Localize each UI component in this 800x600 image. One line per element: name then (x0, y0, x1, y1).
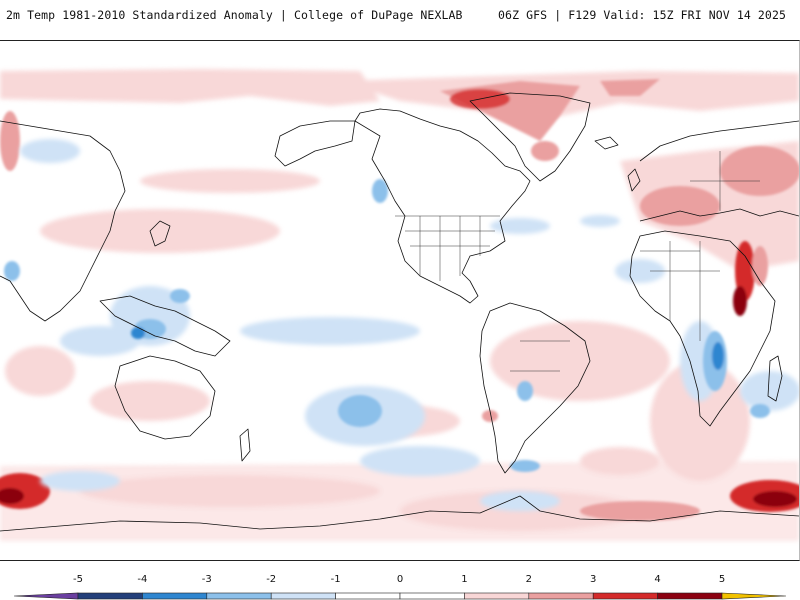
coastline-north-america (354, 108, 531, 304)
coastline-eurasia (639, 120, 799, 222)
colorbar-tick-label: 4 (654, 574, 661, 585)
colorbar-tick-label: 2 (525, 574, 532, 585)
colorbar-bin (592, 592, 658, 600)
colorbar-tick-label: -4 (137, 574, 148, 585)
negative-anomaly-strong (4, 179, 770, 472)
coastline-asia-west (0, 120, 126, 322)
colorbar-tick-label: 5 (718, 574, 726, 585)
colorbar-tick-label: -2 (266, 574, 277, 585)
coastline-south-america (479, 302, 591, 474)
coastline-uk (627, 168, 641, 192)
colorbar-bin (142, 592, 208, 600)
header: 2m Temp 1981-2010 Standardized Anomaly |… (0, 0, 800, 40)
anomaly-map (0, 40, 800, 561)
coastlines (0, 92, 799, 532)
coastline-alaska (274, 120, 356, 167)
colorbar-bin (464, 592, 530, 600)
coastline-se-asia (99, 295, 231, 357)
coastline-iceland (594, 136, 619, 150)
positive-anomaly-strong (0, 79, 799, 521)
colorbar-bin (528, 592, 594, 600)
colorbar-bin (270, 592, 336, 600)
colorbar-tick-label: 3 (590, 574, 597, 585)
negative-anomaly-light (20, 139, 799, 511)
colorbar-bin (77, 592, 143, 600)
coastline-antarctica (0, 495, 799, 532)
colorbar-tick-label: -3 (201, 574, 212, 585)
colorbar-tick-label: 1 (461, 574, 468, 585)
colorbar-extend-high (721, 592, 787, 600)
coastline-japan (149, 220, 171, 247)
map-svg (0, 41, 799, 560)
colorbar-bin (206, 592, 272, 600)
coastline-madagascar (767, 355, 783, 402)
coastline-africa (629, 230, 776, 427)
coastline-greenland (469, 92, 591, 182)
colorbar-extend-low (13, 592, 79, 600)
coastline-new-zealand (239, 428, 251, 462)
coastline-australia (114, 355, 216, 440)
colorbar-tick-label: -1 (330, 574, 341, 585)
political-borders (395, 151, 760, 372)
colorbar-bin (399, 592, 465, 600)
map-title: 2m Temp 1981-2010 Standardized Anomaly |… (6, 8, 463, 22)
colorbar: -5 -4 -3 -2 -1 0 1 2 3 4 5 (0, 570, 800, 600)
colorbar-tick-label: -5 (73, 574, 83, 585)
colorbar-svg (13, 592, 787, 600)
colorbar-bin (657, 592, 723, 600)
colorbar-bin (335, 592, 401, 600)
model-run-info: 06Z GFS | F129 Valid: 15Z FRI NOV 14 202… (498, 8, 786, 22)
colorbar-tick-label: 0 (396, 574, 404, 585)
